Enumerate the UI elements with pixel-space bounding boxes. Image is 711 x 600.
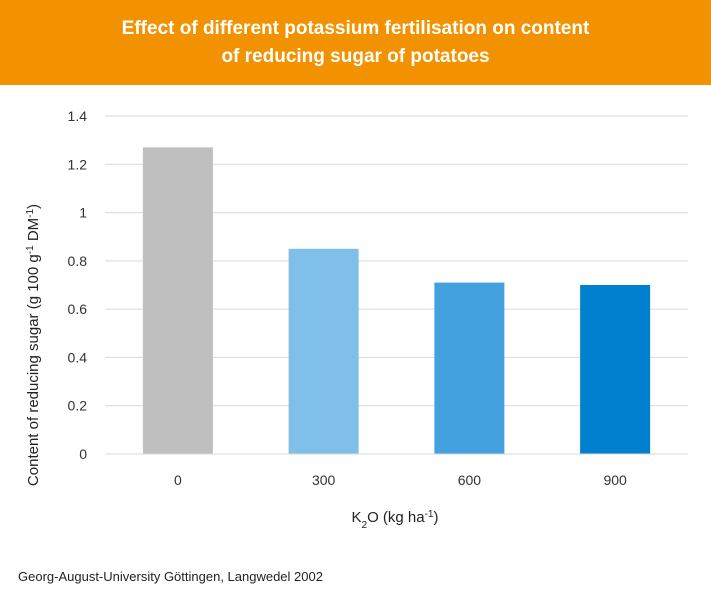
y-tick-label: 1 [79, 205, 87, 221]
chart-title-line-1: Effect of different potassium fertilisat… [121, 17, 590, 39]
bar [288, 248, 359, 454]
y-axis-title: Content of reducing sugar (g 100 g-1 DM-… [25, 204, 43, 486]
x-tick-label: 0 [174, 472, 182, 488]
y-tick-label: 0.2 [68, 398, 88, 414]
chart-title-line-2: of reducing sugar of potatoes [221, 45, 490, 67]
bars [142, 147, 651, 454]
y-tick-label: 1.2 [68, 156, 88, 172]
x-tick-label: 300 [312, 472, 336, 488]
y-axis-ticks: 0 0.2 0.4 0.6 0.8 1 1.2 1.4 [68, 108, 88, 462]
bar [434, 282, 505, 454]
y-tick-label: 0.4 [68, 349, 88, 365]
x-axis-ticks: 0 300 600 900 [174, 472, 627, 488]
y-tick-label: 0 [79, 446, 87, 462]
x-tick-label: 600 [458, 472, 482, 488]
chart-header: Effect of different potassium fertilisat… [0, 0, 711, 85]
y-tick-label: 0.8 [68, 253, 88, 269]
y-tick-label: 0.6 [68, 301, 88, 317]
source-note: Georg-August-University Göttingen, Langw… [18, 569, 323, 584]
x-tick-label: 900 [603, 472, 627, 488]
bar [142, 147, 213, 454]
x-axis-title: K2O (kg ha-1) [351, 509, 438, 531]
bar-chart: 0 0.2 0.4 0.6 0.8 1 1.2 1.4 0 300 600 900 Content … [25, 108, 688, 531]
y-tick-label: 1.4 [68, 108, 88, 124]
bar [580, 285, 651, 454]
